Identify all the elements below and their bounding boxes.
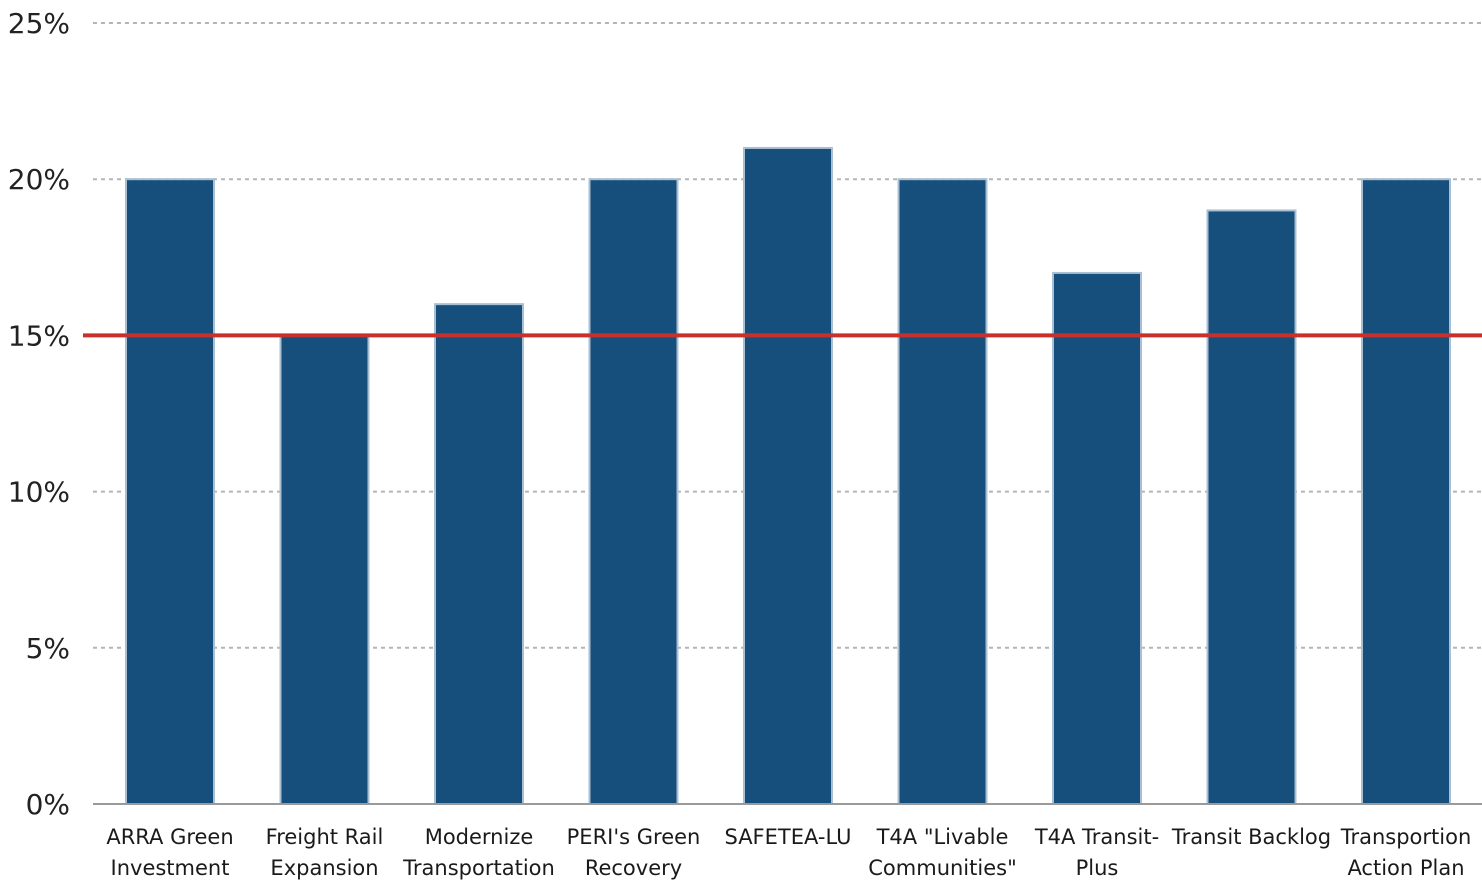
bar: [1361, 178, 1451, 805]
x-category-label: T4A "Livable Communities": [868, 825, 1016, 880]
bar: [279, 334, 370, 805]
x-category-label-line: Investment: [111, 856, 230, 880]
bar: [897, 178, 988, 805]
x-category-label: Transit Backlog: [1171, 825, 1331, 849]
y-axis-ticks: 0% 5% 10% 15% 20% 25%: [8, 7, 70, 821]
x-category-label-line: Communities": [868, 856, 1016, 880]
y-tick-label: 0%: [26, 788, 70, 821]
x-category-label: SAFETEA-LU: [724, 825, 851, 849]
bars: [125, 146, 1451, 806]
y-tick-label: 20%: [8, 163, 70, 196]
x-category-label: Freight Rail Expansion: [266, 825, 384, 880]
y-tick-label: 15%: [8, 319, 70, 352]
x-category-label-line: Recovery: [585, 856, 682, 880]
x-category-label-line: Action Plan: [1347, 856, 1464, 880]
x-category-label: Transportion Action Plan: [1340, 825, 1472, 880]
x-category-label-line: T4A "Livable: [876, 825, 1009, 849]
x-category-label-line: Expansion: [270, 856, 378, 880]
x-category-label-line: Plus: [1076, 856, 1119, 880]
x-category-label-line: Transit Backlog: [1171, 825, 1331, 849]
x-category-label-line: PERI's Green: [567, 825, 701, 849]
x-category-label: PERI's Green Recovery: [567, 825, 701, 880]
bar: [588, 178, 679, 805]
bar: [743, 146, 833, 805]
x-category-label-line: Freight Rail: [266, 825, 384, 849]
x-category-label-line: Transportion: [1340, 825, 1472, 849]
y-tick-label: 5%: [26, 632, 70, 665]
y-tick-label: 25%: [8, 7, 70, 40]
x-category-label-line: Transportation: [402, 856, 555, 880]
x-category-label-line: T4A Transit-: [1034, 825, 1159, 849]
bar: [434, 303, 524, 805]
x-category-label-line: SAFETEA-LU: [724, 825, 851, 849]
bar: [1052, 271, 1142, 806]
x-axis-category-labels: ARRA Green Investment Freight Rail Expansio…: [106, 825, 1471, 880]
x-category-label: T4A Transit- Plus: [1034, 825, 1159, 880]
x-category-label-line: Modernize: [425, 825, 534, 849]
bar: [1206, 209, 1297, 805]
y-tick-label: 10%: [8, 476, 70, 509]
x-category-label: ARRA Green Investment: [106, 825, 233, 880]
bar: [125, 178, 215, 805]
x-category-label-line: ARRA Green: [106, 825, 233, 849]
x-category-label: Modernize Transportation: [402, 825, 555, 880]
